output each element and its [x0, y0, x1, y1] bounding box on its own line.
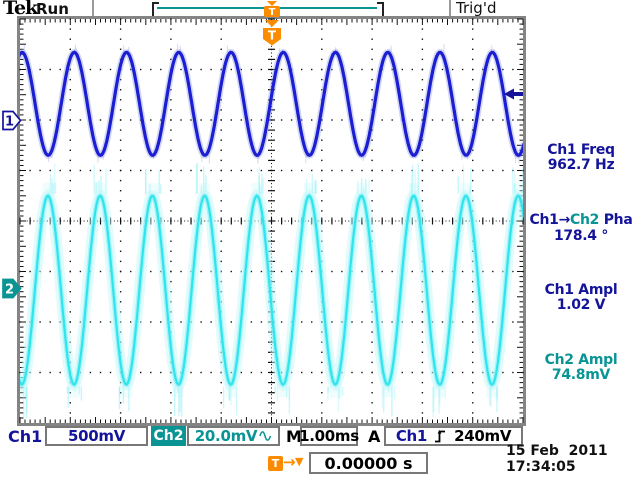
- rising-edge-icon: [435, 429, 446, 442]
- trigger-source: Ch1: [395, 427, 428, 445]
- trigger-level-arrow-icon: [504, 88, 523, 100]
- ch2-scale-value: 20.0mV: [194, 427, 258, 445]
- ch1-freq-value: 962.7 Hz: [547, 157, 615, 173]
- timebase-label: M: [286, 427, 302, 446]
- delay-trigger-t-icon: T: [268, 456, 283, 471]
- arrow-right-icon: →: [283, 453, 296, 471]
- ch2-marker-label: 2: [5, 283, 14, 298]
- ch1-ground-marker-icon: 1: [2, 110, 22, 131]
- trigger-delay-value: 0.00000 s: [324, 453, 413, 473]
- trigger-position-icon: T: [264, 1, 280, 18]
- trigger-t-icon: T: [269, 7, 276, 18]
- phase-label: Ch1→Ch2 Pha: [524, 213, 638, 228]
- phase-label-ch1: Ch1→: [529, 212, 571, 228]
- ch1-ampl-value: 1.02 V: [556, 297, 606, 313]
- trigger-point-flag-icon: T: [263, 20, 281, 46]
- ch1-scale-value: 500mV: [67, 427, 126, 445]
- trigger-delay-box: 0.00000 s: [309, 452, 428, 474]
- acquisition-state: Run: [36, 0, 69, 18]
- ch1-ampl-label: Ch1 Ampl: [544, 282, 618, 298]
- ch2-label-chip: Ch2: [151, 426, 186, 446]
- trigger-t-icon: T: [268, 29, 277, 43]
- ch1-scale-box: 500mV: [45, 426, 148, 446]
- acquisition-label: A: [368, 427, 381, 446]
- ac-coupling-sine-icon: [259, 431, 272, 441]
- trigger-t-label: T: [271, 457, 280, 470]
- ch2-ampl-value: 74.8mV: [551, 367, 611, 383]
- topbar-divider: [449, 0, 451, 16]
- time: 17:34:05: [506, 459, 576, 475]
- waveform-traces: [20, 44, 523, 419]
- timebase-value: 1.00ms: [299, 427, 359, 445]
- topbar-divider: [92, 0, 94, 16]
- phase-label-suffix: Pha: [599, 212, 633, 228]
- timebase-box: 1.00ms: [299, 426, 359, 446]
- trigger-status: Trig'd: [456, 0, 497, 17]
- ch1-freq-label: Ch1 Freq: [547, 142, 615, 158]
- ch2-ampl-label: Ch2 Ampl: [544, 352, 618, 368]
- phase-value: 178.4 °: [553, 228, 609, 244]
- ch1-marker-label: 1: [5, 115, 14, 130]
- trigger-readout-box: Ch1 240mV: [384, 426, 523, 446]
- phase-label-ch2: Ch2: [570, 212, 600, 228]
- ch2-scale-box: 20.0mV: [187, 426, 280, 446]
- tek-logo: Tek: [3, 0, 38, 19]
- trigger-level-value: 240mV: [454, 427, 512, 445]
- down-triangle-icon: ▼: [295, 455, 304, 468]
- date: 15 Feb 2011: [506, 443, 608, 459]
- ch2-ground-marker-icon: 2: [2, 278, 22, 299]
- ch1-label: Ch1: [8, 427, 43, 446]
- ch2-label: Ch2: [153, 428, 184, 444]
